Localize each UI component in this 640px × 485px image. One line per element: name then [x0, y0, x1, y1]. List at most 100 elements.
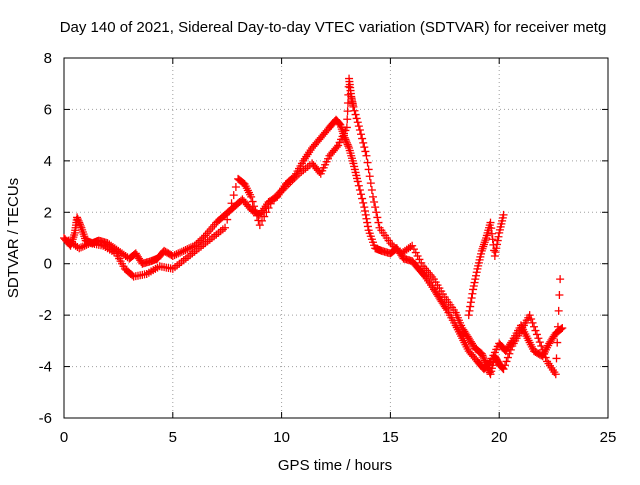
- data-point-interp: [481, 358, 490, 367]
- data-point-interp: [393, 246, 402, 254]
- data-point-interp: [506, 345, 515, 354]
- data-point-interp: [370, 198, 379, 206]
- data-point-interp: [465, 306, 474, 315]
- data-point: [556, 275, 565, 284]
- data-point-interp: [502, 357, 511, 366]
- data-point-interp: [493, 240, 502, 249]
- data-point-interp: [205, 227, 214, 236]
- data-point-interp: [527, 315, 536, 323]
- data-point-interp: [479, 354, 488, 363]
- x-tick-label: 20: [491, 429, 508, 446]
- data-point-interp: [186, 243, 195, 252]
- x-tick-label: 10: [273, 429, 290, 446]
- data-point-interp: [494, 232, 503, 241]
- data-point: [360, 203, 369, 212]
- data-point-interp: [248, 197, 257, 206]
- x-axis-label: GPS time / hours: [278, 457, 392, 474]
- data-point-interp: [75, 220, 84, 229]
- data-point-interp: [485, 368, 494, 377]
- data-point: [525, 311, 534, 320]
- data-point-interp: [488, 235, 497, 244]
- data-point-interp: [363, 222, 372, 231]
- data-point: [477, 349, 486, 358]
- data-point-interp: [367, 186, 376, 194]
- data-point: [534, 334, 543, 343]
- y-tick-label: 8: [44, 50, 52, 67]
- data-point-interp: [537, 342, 546, 350]
- data-point-interp: [360, 143, 369, 152]
- data-point-interp: [553, 338, 562, 347]
- data-point: [368, 192, 377, 201]
- x-tick-label: 15: [382, 429, 399, 446]
- data-point-interp: [344, 82, 353, 91]
- data-point-interp: [223, 215, 232, 224]
- data-point-interp: [483, 363, 492, 372]
- data-point: [168, 252, 177, 260]
- data-point: [75, 244, 84, 253]
- data-point-interp: [351, 110, 360, 119]
- data-point: [408, 241, 417, 250]
- data-point-interp: [365, 172, 374, 181]
- data-point-interp: [503, 353, 512, 362]
- data-point-interp: [535, 338, 544, 347]
- data-point-interp: [364, 165, 373, 174]
- data-point-interp: [355, 186, 364, 194]
- data-point-interp: [172, 250, 181, 259]
- data-point-interp: [530, 322, 539, 331]
- data-series: [464, 210, 508, 320]
- data-point-interp: [413, 252, 422, 260]
- data-point-interp: [478, 351, 487, 360]
- data-point-interp: [77, 243, 86, 252]
- data-point-interp: [492, 244, 501, 253]
- data-point: [342, 123, 351, 132]
- data-point-interp: [258, 216, 267, 225]
- data-point-interp: [342, 138, 351, 147]
- x-tick-label: 0: [60, 429, 68, 446]
- data-point: [464, 311, 473, 320]
- data-point-interp: [553, 322, 562, 331]
- data-point: [486, 218, 495, 227]
- data-point: [551, 370, 560, 379]
- data-point-interp: [417, 258, 426, 267]
- data-point: [221, 223, 230, 232]
- data-point-interp: [183, 245, 192, 254]
- data-point: [499, 210, 508, 219]
- data-point: [482, 360, 491, 368]
- data-point-interp: [353, 118, 362, 127]
- data-point-interp: [480, 356, 489, 365]
- data-point-interp: [342, 137, 351, 146]
- data-point-interp: [372, 208, 381, 217]
- data-point-interp: [350, 106, 359, 115]
- data-point-interp: [80, 241, 89, 250]
- data-point-interp: [363, 218, 372, 227]
- data-point-interp: [354, 181, 363, 190]
- data-point-interp: [174, 249, 183, 258]
- data-point: [499, 365, 508, 374]
- data-point-interp: [471, 275, 480, 284]
- data-point-interp: [501, 361, 510, 370]
- data-point-interp: [208, 222, 217, 231]
- data-point-interp: [266, 199, 275, 208]
- data-point-interp: [196, 236, 204, 245]
- data-point: [179, 246, 188, 255]
- grid: [64, 58, 608, 418]
- data-point-interp: [505, 349, 514, 358]
- data-point-interp: [344, 142, 353, 151]
- data-point-interp: [260, 212, 269, 221]
- data-point-interp: [343, 140, 352, 149]
- data-point-interp: [199, 233, 208, 242]
- data-point-interp: [75, 218, 84, 227]
- data-point-interp: [467, 294, 476, 302]
- data-point-interp: [177, 247, 186, 256]
- data-point-interp: [181, 246, 190, 254]
- data-point-interp: [493, 236, 502, 245]
- data-series: [64, 74, 565, 379]
- data-point-interp: [415, 255, 424, 264]
- data-point-interp: [528, 318, 537, 327]
- data-point-interp: [82, 240, 91, 249]
- data-point-interp: [251, 207, 260, 215]
- axes: 0 5 10 15 20 25 -6 -4 -2 0 2 4 6 8: [39, 50, 617, 446]
- data-point-interp: [357, 190, 366, 199]
- data-point-interp: [491, 248, 500, 257]
